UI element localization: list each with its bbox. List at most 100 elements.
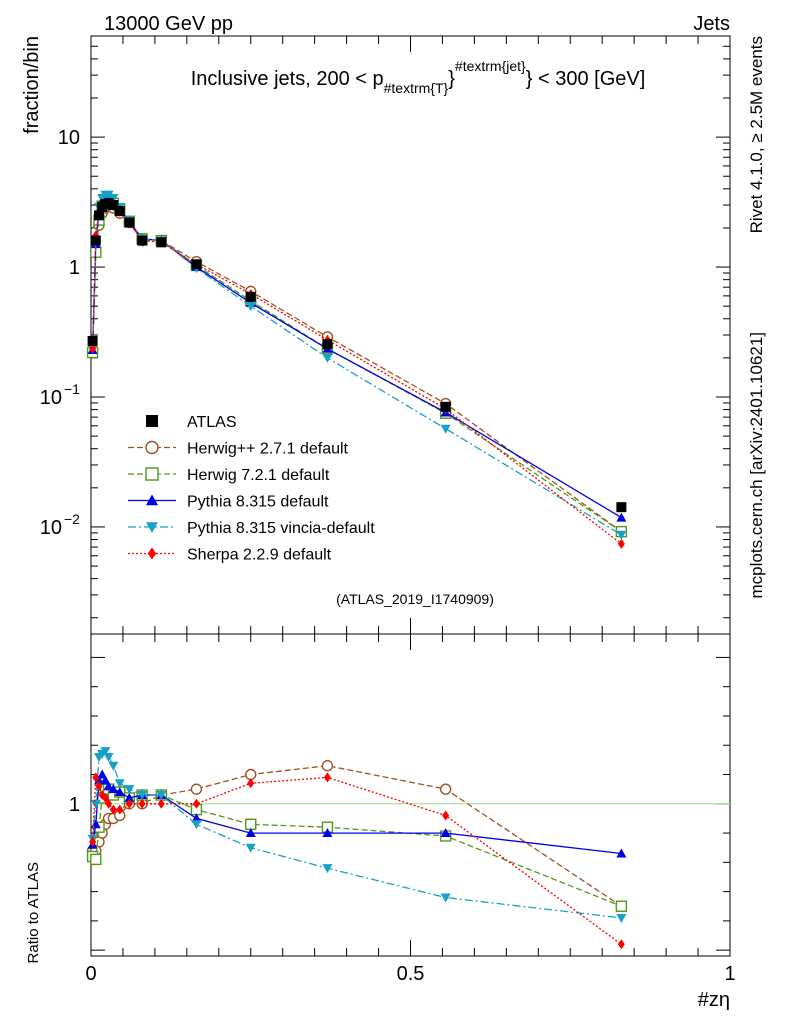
data-point-marker [616, 848, 627, 858]
data-point-marker [616, 512, 627, 522]
ratio-axis-label: Ratio to ATLAS [25, 862, 42, 963]
ratio-tick-label: 1 [69, 794, 80, 816]
data-point-marker [138, 798, 146, 809]
series-line [91, 202, 622, 545]
data-point-marker [100, 775, 111, 785]
legend-item: Herwig++ 2.7.1 default [128, 441, 349, 458]
data-point-marker [125, 798, 133, 809]
legend-item: ATLAS [146, 414, 237, 431]
x-tick-label: 1 [724, 963, 735, 985]
data-point-marker [440, 424, 451, 434]
main-frame [90, 35, 731, 635]
data-point-marker [92, 772, 100, 783]
data-point-marker [247, 778, 255, 789]
data-point-marker [89, 343, 97, 354]
legend-label: Pythia 8.315 vincia-default [187, 520, 375, 537]
data-point-marker [616, 913, 627, 923]
data-point-marker [191, 259, 202, 270]
data-point-marker [616, 502, 627, 513]
y-tick-label: 1 [69, 257, 80, 279]
data-point-marker [190, 783, 203, 795]
data-point-marker [615, 900, 628, 912]
ratio-frame [90, 633, 731, 957]
chart-title: Inclusive jets, 200 < p#textrm{T}}#textr… [191, 58, 646, 96]
legend: ATLAS Herwig++ 2.7.1 default Herwig 7.2.1 … [128, 414, 375, 564]
series-pythia-8-315-default [87, 194, 627, 522]
data-point-marker [157, 798, 165, 809]
data-point-marker [145, 467, 159, 481]
data-point-marker [442, 810, 450, 821]
data-point-marker [439, 783, 452, 795]
data-point-marker [100, 747, 111, 757]
ratio-pythia-8-315-vincia-default [87, 747, 627, 923]
series-atlas [87, 198, 627, 513]
legend-item: Pythia 8.315 vincia-default [128, 520, 375, 537]
data-point-marker [90, 853, 102, 866]
data-point-marker [124, 217, 135, 228]
rivet-version: Rivet 4.1.0, ≥ 2.5M events [747, 36, 766, 233]
legend-label: Sherpa 2.2.9 default [187, 547, 332, 564]
legend-label: ATLAS [187, 414, 237, 431]
data-point-marker [321, 760, 334, 772]
y-tick-exponent: −2 [64, 511, 80, 527]
ratio-line [91, 776, 622, 945]
ratio-line [91, 750, 622, 919]
data-point-marker [108, 200, 119, 211]
data-point-marker [90, 235, 101, 246]
data-point-marker [156, 237, 167, 248]
legend-item: Herwig 7.2.1 default [128, 467, 330, 484]
data-point-marker [192, 798, 200, 809]
data-point-marker [245, 302, 256, 312]
data-point-marker [108, 784, 119, 794]
data-point-marker [101, 792, 109, 803]
x-tick-label: 0 [85, 963, 96, 985]
y-axis-label: fraction/bin [21, 36, 43, 134]
data-point-marker [124, 792, 135, 802]
data-point-marker [616, 530, 627, 540]
data-point-marker [146, 494, 158, 506]
legend-item: Sherpa 2.2.9 default [128, 547, 332, 564]
data-point-marker [105, 798, 113, 809]
legend-label: Herwig++ 2.7.1 default [187, 441, 349, 458]
data-point-marker [323, 772, 331, 783]
x-axis-label: #zη [698, 989, 730, 1011]
header-left: 13000 GeV pp [104, 13, 233, 35]
data-point-marker [440, 893, 451, 903]
data-point-marker [617, 939, 625, 950]
data-point-marker [124, 785, 135, 795]
legend-label: Herwig 7.2.1 default [187, 467, 330, 484]
data-point-marker [156, 791, 167, 800]
data-point-marker [114, 787, 125, 797]
ratio-line [92, 765, 622, 907]
legend-item: Pythia 8.315 default [128, 494, 329, 511]
data-point-marker [103, 752, 114, 762]
data-point-marker [191, 820, 202, 830]
data-point-marker [103, 781, 114, 791]
data-point-marker [245, 291, 256, 302]
data-point-marker [245, 828, 256, 838]
data-point-marker [191, 813, 202, 823]
data-point-marker [440, 401, 451, 412]
data-point-marker [95, 781, 103, 792]
data-point-marker [89, 836, 97, 847]
series-line [91, 199, 622, 533]
main-series-group [86, 190, 628, 549]
data-point-marker [245, 818, 257, 830]
y-tick-label: 10 [40, 387, 62, 409]
data-point-marker [617, 538, 625, 549]
data-point-marker [322, 864, 333, 874]
data-point-marker [90, 799, 101, 809]
data-point-marker [93, 775, 104, 785]
x-tick-label: 0.5 [397, 963, 425, 985]
ratio-pythia-8-315-default [87, 769, 627, 858]
data-point-marker [93, 210, 104, 221]
data-point-marker [97, 769, 108, 779]
data-point-marker [146, 522, 158, 533]
data-point-marker [322, 828, 333, 838]
ratio-line [92, 788, 622, 907]
legend-label: Pythia 8.315 default [187, 494, 329, 511]
y-tick-exponent: −1 [64, 381, 80, 397]
ratio-series-group [86, 747, 628, 950]
